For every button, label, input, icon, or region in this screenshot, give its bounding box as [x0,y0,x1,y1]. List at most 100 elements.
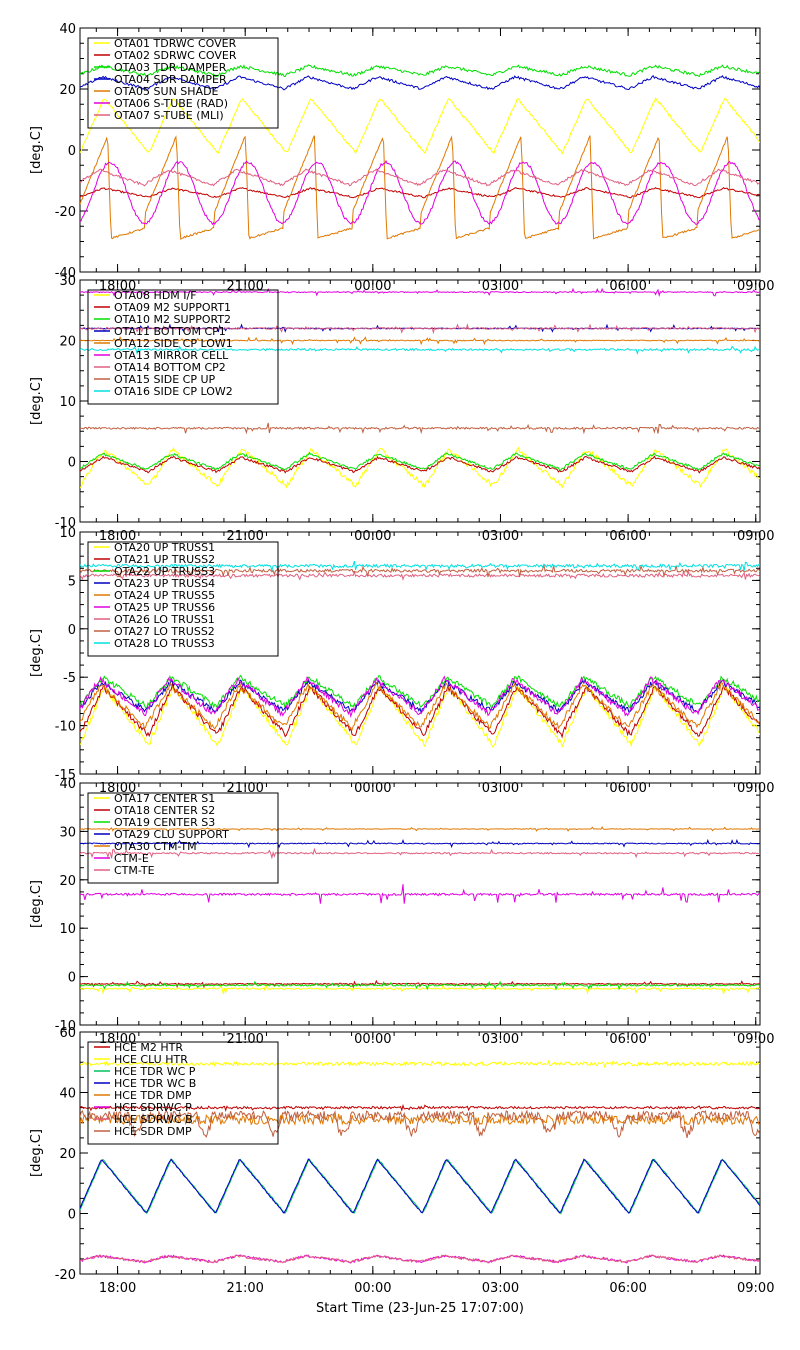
series-line-5 [80,135,760,241]
legend-entry: OTA11 BOTTOM CP1 [114,325,226,338]
legend-entry: OTA20 UP TRUSS1 [114,541,215,554]
legend-entry: OTA24 UP TRUSS5 [114,589,215,602]
x-tick-label: 18:00 [99,1281,136,1296]
series-line-6 [80,1254,760,1264]
y-tick-label: -15 [55,768,76,783]
y-tick-label: 20 [59,83,76,98]
legend-box [87,289,279,405]
legend-entry: OTA09 M2 SUPPORT1 [114,301,231,314]
y-tick-label: -40 [55,266,76,281]
y-tick-label: 60 [59,1026,76,1041]
series-line-3 [80,980,760,991]
legend-box [87,541,279,657]
y-tick-label: 40 [59,22,76,37]
series-line-1 [80,96,760,155]
x-tick-label: 00:00 [354,1281,391,1296]
series-line-1 [80,983,760,995]
series-line-4 [80,838,760,849]
series-line-7 [80,168,760,187]
series-line-9 [80,560,760,573]
legend-entry: OTA22 UP TRUSS3 [114,565,215,578]
series-line-2 [80,186,760,199]
series-line-2 [80,1059,760,1069]
legend-entry: OTA18 CENTER S2 [114,804,215,817]
legend-entry: HCE TDR WC P [114,1065,196,1078]
series-line-5 [80,826,760,832]
y-tick-label: 0 [68,1208,76,1223]
y-tick-label: 40 [59,1087,76,1102]
legend-entry: OTA17 CENTER S1 [114,792,215,805]
series-line-4 [80,74,760,91]
legend-entry: HCE SDR DMP [114,1125,192,1138]
y-tick-label: -10 [55,516,76,531]
series-line-7 [80,847,760,860]
y-tick-label: 0 [68,623,76,638]
legend-entry: OTA29 CLU SUPPORT [114,828,229,841]
y-axis-label: [deg.C] [29,377,44,425]
legend-box [87,792,279,884]
series-line-6 [80,675,760,719]
y-tick-label: 0 [68,456,76,471]
legend-entry: OTA10 M2 SUPPORT2 [114,313,231,326]
series-line-1 [80,683,760,749]
legend-entry: HCE TDR WC B [114,1077,196,1090]
legend-entry: OTA19 CENTER S3 [114,816,215,829]
legend-entry: OTA27 LO TRUSS2 [114,625,215,638]
legend-entry: HCE M2 HTR [114,1041,183,1054]
series-line-2 [80,455,760,474]
series-line-1 [80,1103,760,1112]
series-line-7 [80,1254,760,1264]
legend-entry: OTA04 SDR DAMPER [114,73,227,86]
legend-entry: CTM-TE [114,864,155,877]
legend-entry: OTA02 SDRWC COVER [114,49,237,62]
y-axis-label: [deg.C] [29,126,44,174]
legend-entry: OTA28 LO TRUSS3 [114,637,215,650]
y-tick-label: -10 [55,1019,76,1034]
series-line-3 [80,1158,760,1215]
legend-entry: OTA06 S-TUBE (RAD) [114,97,228,110]
y-axis-label: [deg.C] [29,629,44,677]
legend-entry: OTA03 TDR DAMPER [114,61,227,74]
series-line-9 [80,345,760,356]
y-tick-label: -20 [55,1268,76,1283]
y-tick-label: 0 [68,144,76,159]
series-line-5 [80,681,760,731]
legend-entry: OTA14 BOTTOM CP2 [114,361,226,374]
legend-entry: OTA25 UP TRUSS6 [114,601,215,614]
series-line-6 [80,884,760,904]
legend-box [87,37,279,129]
x-axis-label: Start Time (23-Jun-25 17:07:00) [316,1301,524,1316]
x-tick-label: 06:00 [609,1281,646,1296]
x-tick-label: 21:00 [226,1281,263,1296]
legend-entry: CTM-E [114,852,149,865]
legend-entry: OTA30 CTM-TM [114,840,197,853]
y-tick-label: -20 [55,205,76,220]
legend-entry: OTA08 HDM I/F [114,289,197,302]
legend-entry: OTA07 S-TUBE (MLI) [114,109,224,122]
series-line-8 [80,1109,760,1139]
series-line-6 [80,287,760,298]
x-tick-label: 03:00 [482,1281,519,1296]
y-tick-label: 30 [59,274,76,289]
y-tick-label: 10 [59,922,76,937]
chart-panel-5: -20 0 20 40 60 18:00 21:00 00:00 03:00 06:00 09:00… [29,1026,774,1296]
series-line-6 [80,159,760,226]
legend-entry: OTA26 LO TRUSS1 [114,613,215,626]
legend-entry: HCE SDRWC B [114,1113,193,1126]
y-tick-label: 10 [59,526,76,541]
legend-entry: HCE SDRWC P [114,1101,192,1114]
y-tick-label: 20 [59,1147,76,1162]
legend-entry: OTA05 SUN SHADE [114,85,219,98]
legend-entry: OTA23 UP TRUSS4 [114,577,215,590]
y-tick-label: 0 [68,971,76,986]
x-tick-label: 09:00 [737,1281,774,1296]
y-tick-label: 40 [59,777,76,792]
y-tick-label: 30 [59,825,76,840]
y-tick-label: 20 [59,335,76,350]
y-axis-label: [deg.C] [29,1129,44,1177]
series-line-7 [80,569,760,581]
